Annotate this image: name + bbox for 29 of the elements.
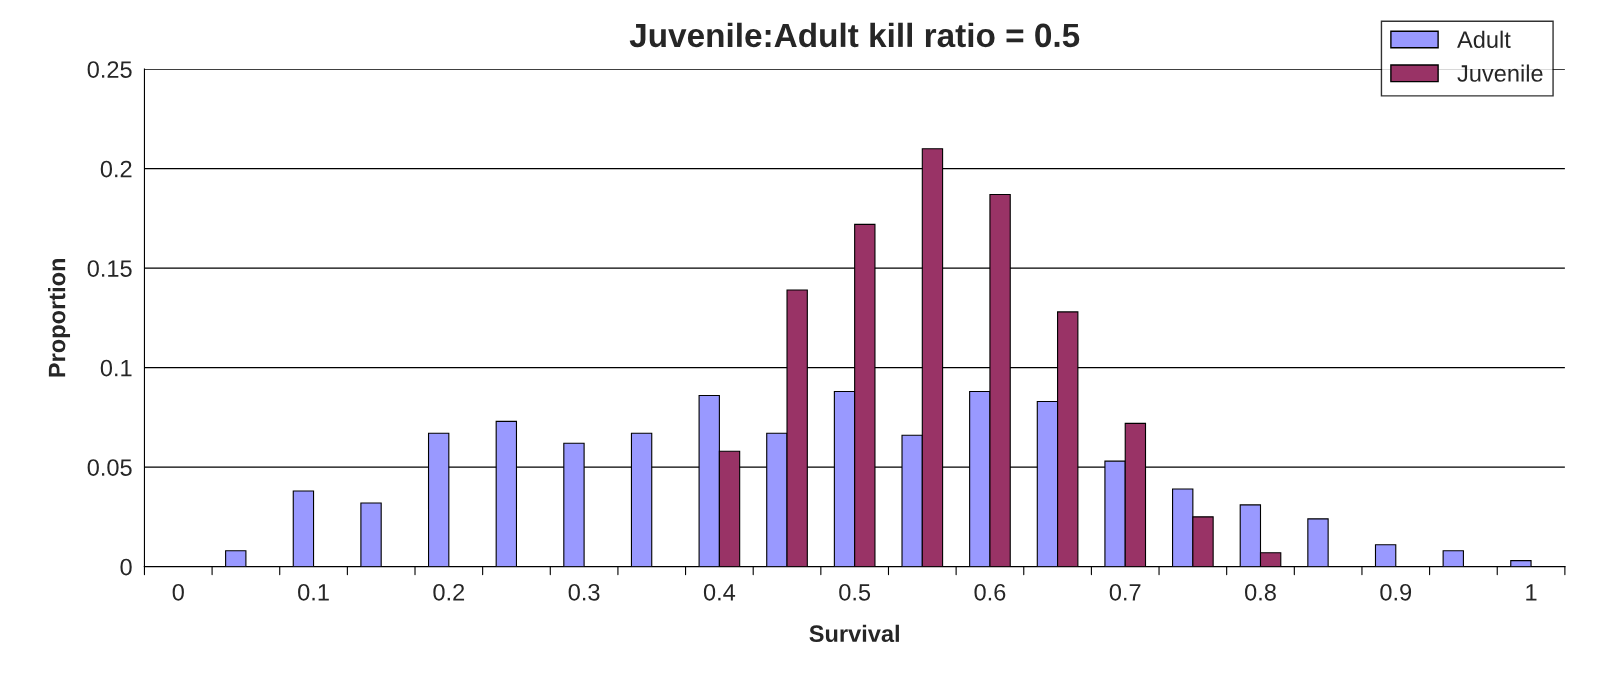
y-tick-label: 0.1 — [100, 359, 132, 377]
legend-label: Adult — [1457, 30, 1511, 48]
y-tick-label: 0.25 — [87, 61, 132, 78]
bar — [225, 550, 247, 567]
y-tick-label: 0.05 — [87, 459, 132, 476]
chart-title: Juvenile:Adult kill ratio = 0.5 — [629, 22, 1080, 48]
bar — [1307, 518, 1329, 567]
x-tick-label: 0.9 — [1380, 583, 1412, 601]
bar — [1374, 544, 1397, 567]
bar — [292, 490, 315, 567]
x-axis-title: Survival — [809, 624, 899, 643]
x-tick-label: 0.8 — [1245, 583, 1276, 601]
x-tick-label: 0 — [172, 583, 184, 601]
bar — [360, 502, 382, 567]
x-tick-label: 0.3 — [568, 583, 600, 601]
x-tick-label: 0.5 — [839, 583, 871, 601]
x-tick-label: 0.4 — [703, 583, 736, 601]
x-tick-label: 0.7 — [1109, 583, 1141, 601]
legend-label: Juvenile — [1457, 64, 1543, 82]
y-tick-label: 0.2 — [100, 160, 132, 178]
y-axis-title: Proportion — [48, 258, 71, 377]
y-tick-label: 0 — [120, 558, 132, 576]
x-tick-label: 0.2 — [433, 583, 465, 601]
bar — [1442, 550, 1464, 567]
x-tick-label: 0.6 — [974, 583, 1006, 601]
x-tick-label: 1 — [1526, 584, 1537, 601]
y-tick-label: 0.15 — [87, 260, 132, 277]
x-tick-label: 0.1 — [298, 583, 329, 601]
bar — [1510, 560, 1532, 567]
